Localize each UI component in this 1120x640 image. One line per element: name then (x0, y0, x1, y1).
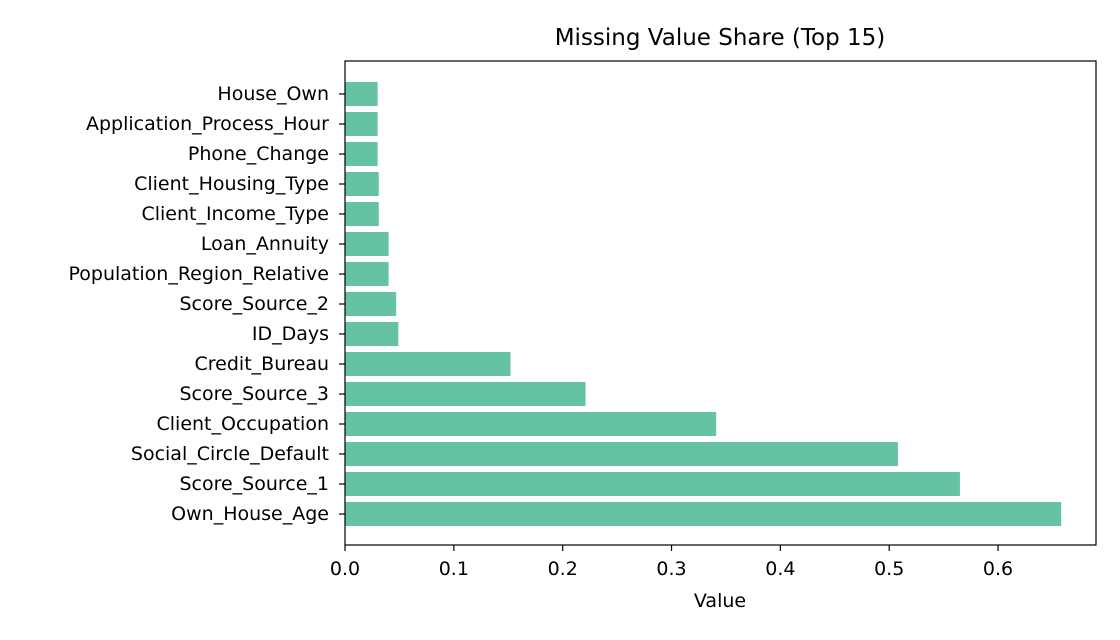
x-tick-label: 0.3 (656, 558, 686, 580)
y-tick-label-score-source-3: Score_Source_3 (179, 383, 329, 405)
x-tick-label: 0.6 (983, 558, 1013, 580)
y-tick-label-application-process-hour: Application_Process_Hour (86, 113, 329, 135)
x-tick-label: 0.0 (330, 558, 360, 580)
y-tick-label-credit-bureau: Credit_Bureau (195, 353, 329, 375)
x-tick-label: 0.2 (548, 558, 578, 580)
y-tick-label-social-circle-default: Social_Circle_Default (131, 443, 329, 465)
y-tick-label-client-occupation: Client_Occupation (157, 413, 330, 435)
bar-client-income-type (345, 202, 379, 226)
bar-own-house-age (345, 502, 1062, 526)
bar-phone-change (345, 142, 378, 166)
bar-house-own (345, 82, 378, 106)
x-axis-label: Value (694, 590, 746, 612)
bar-social-circle-default (345, 442, 898, 466)
y-tick-label-own-house-age: Own_House_Age (171, 503, 329, 525)
x-tick-label: 0.1 (439, 558, 469, 580)
bar-credit-bureau (345, 352, 511, 376)
bar-loan-annuity (345, 232, 389, 256)
bars-group (345, 82, 1062, 526)
plot-frame (344, 60, 1097, 546)
x-axis: 0.0 0.1 0.2 0.3 0.4 0.5 0.6 (330, 545, 1013, 580)
bar-client-housing-type (345, 172, 379, 196)
bar-score-source-3 (345, 382, 586, 406)
y-tick-label-client-income-type: Client_Income_Type (141, 203, 329, 225)
y-tick-label-id-days: ID_Days (252, 323, 329, 345)
y-tick-label-score-source-2: Score_Source_2 (179, 293, 329, 315)
y-tick-label-client-housing-type: Client_Housing_Type (134, 173, 329, 195)
bar-id-days (345, 322, 399, 346)
y-tick-label-loan-annuity: Loan_Annuity (201, 233, 329, 255)
bar-score-source-1 (345, 472, 960, 496)
y-tick-label-score-source-1: Score_Source_1 (179, 473, 329, 495)
bar-population-region-relative (345, 262, 389, 286)
y-axis: Own_House_Age Score_Source_1 Social_Circle… (69, 83, 345, 525)
bar-score-source-2 (345, 292, 397, 316)
y-tick-label-population-region-relative: Population_Region_Relative (69, 263, 330, 285)
x-tick-label: 0.4 (765, 558, 795, 580)
bar-client-occupation (345, 412, 717, 436)
bar-application-process-hour (345, 112, 378, 136)
y-tick-label-phone-change: Phone_Change (188, 143, 329, 165)
chart-title: Missing Value Share (Top 15) (555, 25, 886, 51)
y-tick-label-house-own: House_Own (217, 83, 329, 105)
x-tick-label: 0.5 (874, 558, 904, 580)
